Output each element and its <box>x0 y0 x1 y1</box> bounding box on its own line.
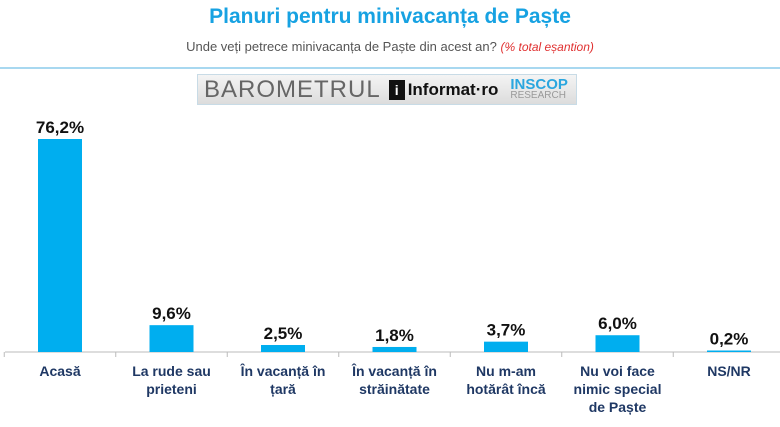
bar <box>595 335 640 352</box>
header-divider <box>0 67 780 69</box>
category-label: Nu m-am hotărât încă <box>466 363 546 397</box>
category-label: La rude sau prieteni <box>132 363 211 397</box>
category-label: Acasă <box>39 363 81 379</box>
data-label: 2,5% <box>264 324 303 343</box>
inscop-logo: INSCOP RESEARCH <box>510 75 568 101</box>
info-icon: i <box>388 79 405 100</box>
barometer-logo-banner: BAROMETRUL i Informat·ro INSCOP RESEARCH <box>197 74 577 105</box>
data-label: 6,0% <box>598 314 637 333</box>
category-label: NS/NR <box>707 363 751 379</box>
inscop-logo-text: INSCOP <box>510 75 568 93</box>
bar <box>149 325 194 352</box>
bar <box>38 139 82 352</box>
data-label: 0,2% <box>710 330 749 349</box>
category-label: În vacanță în străinătate <box>352 363 437 397</box>
barometru-logo-text: BAROMETRUL <box>204 75 381 103</box>
data-label: 9,6% <box>152 304 191 323</box>
research-logo-text: RESEARCH <box>510 89 566 101</box>
category-label: În vacanță în țară <box>240 363 326 397</box>
bar <box>484 341 528 352</box>
chart-subtitle: Unde veți petrece minivacanța de Paște d… <box>0 39 780 54</box>
data-label: 1,8% <box>375 326 414 345</box>
chart-title: Planuri pentru minivacanța de Paște <box>209 5 571 28</box>
bar <box>707 350 751 352</box>
data-label: 3,7% <box>487 321 526 340</box>
bar <box>261 345 305 352</box>
data-label: 76,2% <box>36 118 84 137</box>
category-label: Nu voi face nimic special de Paște <box>573 363 662 415</box>
subtitle-text: Unde veți petrece minivacanța de Paște d… <box>186 39 497 54</box>
informat-logo: i Informat·ro <box>388 79 499 100</box>
subtitle-note: (% total eșantion) <box>500 40 594 54</box>
bar <box>372 346 417 352</box>
informat-logo-text: Informat·ro <box>407 79 499 99</box>
